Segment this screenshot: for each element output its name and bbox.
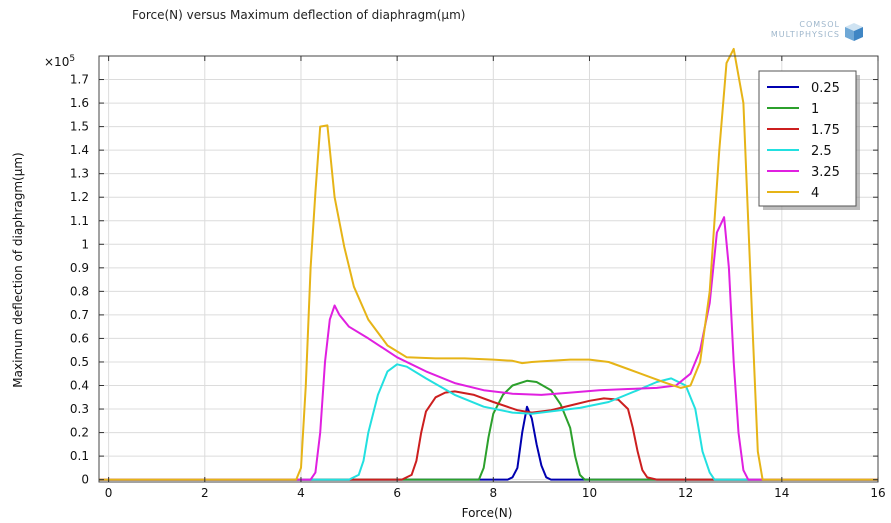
logo-text-multiphysics: MULTIPHYSICS: [770, 30, 840, 39]
series-line-2.5: [99, 363, 878, 481]
y-tick-label: 0.7: [70, 308, 89, 322]
y-axis-ticks: 0 0.1 0.2 0.3 0.4 0.5 0.6 0.7 0.8 0.9 1 1.1 1.2 1.3 1.…: [70, 73, 878, 487]
legend-label-2.5: 2.5: [811, 144, 832, 159]
x-tick-label: 10: [582, 486, 597, 500]
legend-label-0.25: 0.25: [811, 81, 840, 96]
y-tick-label: 1.7: [70, 73, 89, 87]
y-axis-multiplier: ×105: [44, 54, 75, 69]
plot-frame: [98, 55, 879, 483]
y-tick-label: 1.4: [70, 143, 89, 157]
x-tick-label: 2: [201, 486, 209, 500]
legend-label-4: 4: [811, 186, 819, 201]
comsol-logo: COMSOL MULTIPHYSICS: [718, 20, 868, 44]
y-tick-label: 0.9: [70, 261, 89, 275]
y-tick-label: 1.3: [70, 167, 89, 181]
y-tick-label: 0.8: [70, 284, 89, 298]
y-tick-label: 1.6: [70, 96, 89, 110]
y-tick-label: 0.1: [70, 449, 89, 463]
x-tick-label: 0: [105, 486, 113, 500]
legend-label-3.25: 3.25: [811, 165, 840, 180]
x-axis-ticks: 0 2 4 6 8 10 12 14 16: [105, 56, 886, 500]
x-tick-label: 16: [870, 486, 885, 500]
logo-cube-icon: [845, 23, 863, 41]
x-tick-label: 14: [774, 486, 789, 500]
series-line-3.25: [99, 216, 878, 481]
x-axis-label: Force(N): [462, 506, 513, 520]
x-tick-label: 12: [678, 486, 693, 500]
chart-title: Force(N) versus Maximum deflection of di…: [132, 8, 466, 22]
x-tick-label: 8: [489, 486, 497, 500]
y-tick-label: 0.2: [70, 426, 89, 440]
y-tick-label: 0: [81, 473, 89, 487]
y-tick-label: 1: [81, 237, 89, 251]
y-tick-label: 1.2: [70, 190, 89, 204]
y-tick-label: 1.1: [70, 214, 89, 228]
y-tick-label: 0.4: [70, 379, 89, 393]
legend-label-1.75: 1.75: [811, 123, 840, 138]
legend: 0.25 1 1.75 2.5 3.25 4: [758, 70, 860, 210]
series-line-1.75: [99, 390, 878, 481]
legend-label-1: 1: [811, 102, 819, 117]
logo-text-comsol: COMSOL: [799, 20, 840, 29]
y-tick-label: 0.6: [70, 331, 89, 345]
x-tick-label: 4: [297, 486, 305, 500]
x-tick-label: 6: [393, 486, 401, 500]
series-line-1: [99, 379, 878, 481]
grid: [99, 56, 879, 482]
y-tick-label: 0.5: [70, 355, 89, 369]
y-axis-label: Maximum deflection of diaphragm(µm): [11, 152, 25, 387]
y-tick-label: 0.3: [70, 402, 89, 416]
y-tick-label: 1.5: [70, 120, 89, 134]
